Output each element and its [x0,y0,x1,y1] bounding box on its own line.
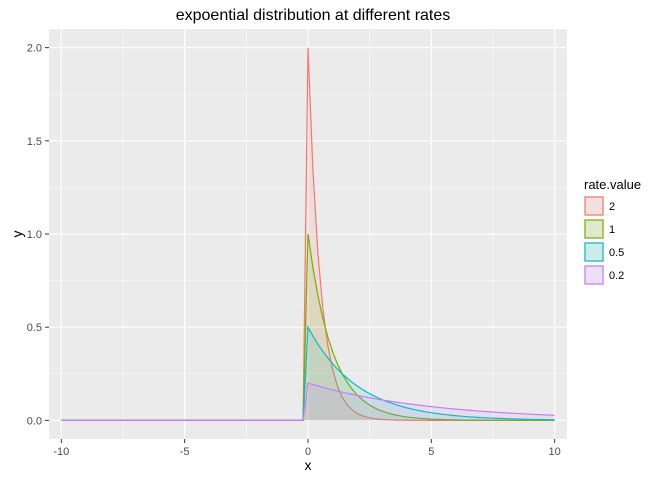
y-axis-title: y [9,231,25,238]
x-axis: -10 -5 0 5 10 [53,439,561,458]
legend: rate.value 2 1 0.5 0.2 [584,177,641,285]
legend-label-2: 2 [609,201,615,213]
legend-key-0.2 [584,265,604,285]
series-layer [61,47,555,421]
legend-title: rate.value [584,177,641,192]
legend-key-2 [584,196,604,216]
legend-key-background [584,196,604,216]
y-tick-label: 1.0 [27,229,42,241]
y-tick-label: 1.5 [27,136,42,148]
legend-label-1: 1 [609,224,615,236]
x-axis-title: x [305,457,312,473]
x-tick-label: 0 [305,446,311,458]
legend-key-1 [584,219,604,239]
series-rate-0.2 [61,382,555,421]
legend-key-background [584,265,604,285]
y-axis: 0.0 0.5 1.0 1.5 2.0 [27,43,49,427]
series-area-0.2 [61,383,555,421]
legend-key-background [584,242,604,262]
legend-key-0.5 [584,242,604,262]
chart-title: expoential distribution at different rat… [176,7,451,24]
y-tick-label: 2.0 [27,43,42,55]
y-tick-label: 0.5 [27,322,42,334]
series-area-0.5 [61,327,555,421]
x-tick-label: -5 [180,446,190,458]
x-tick-label: 5 [428,446,434,458]
series-line-0.2 [61,382,555,421]
x-tick-label: -10 [53,446,69,458]
y-tick-label: 0.0 [27,415,42,427]
legend-label-0.2: 0.2 [609,270,624,282]
legend-key-background [584,219,604,239]
legend-label-0.5: 0.5 [609,247,624,259]
x-tick-label: 10 [549,446,561,458]
